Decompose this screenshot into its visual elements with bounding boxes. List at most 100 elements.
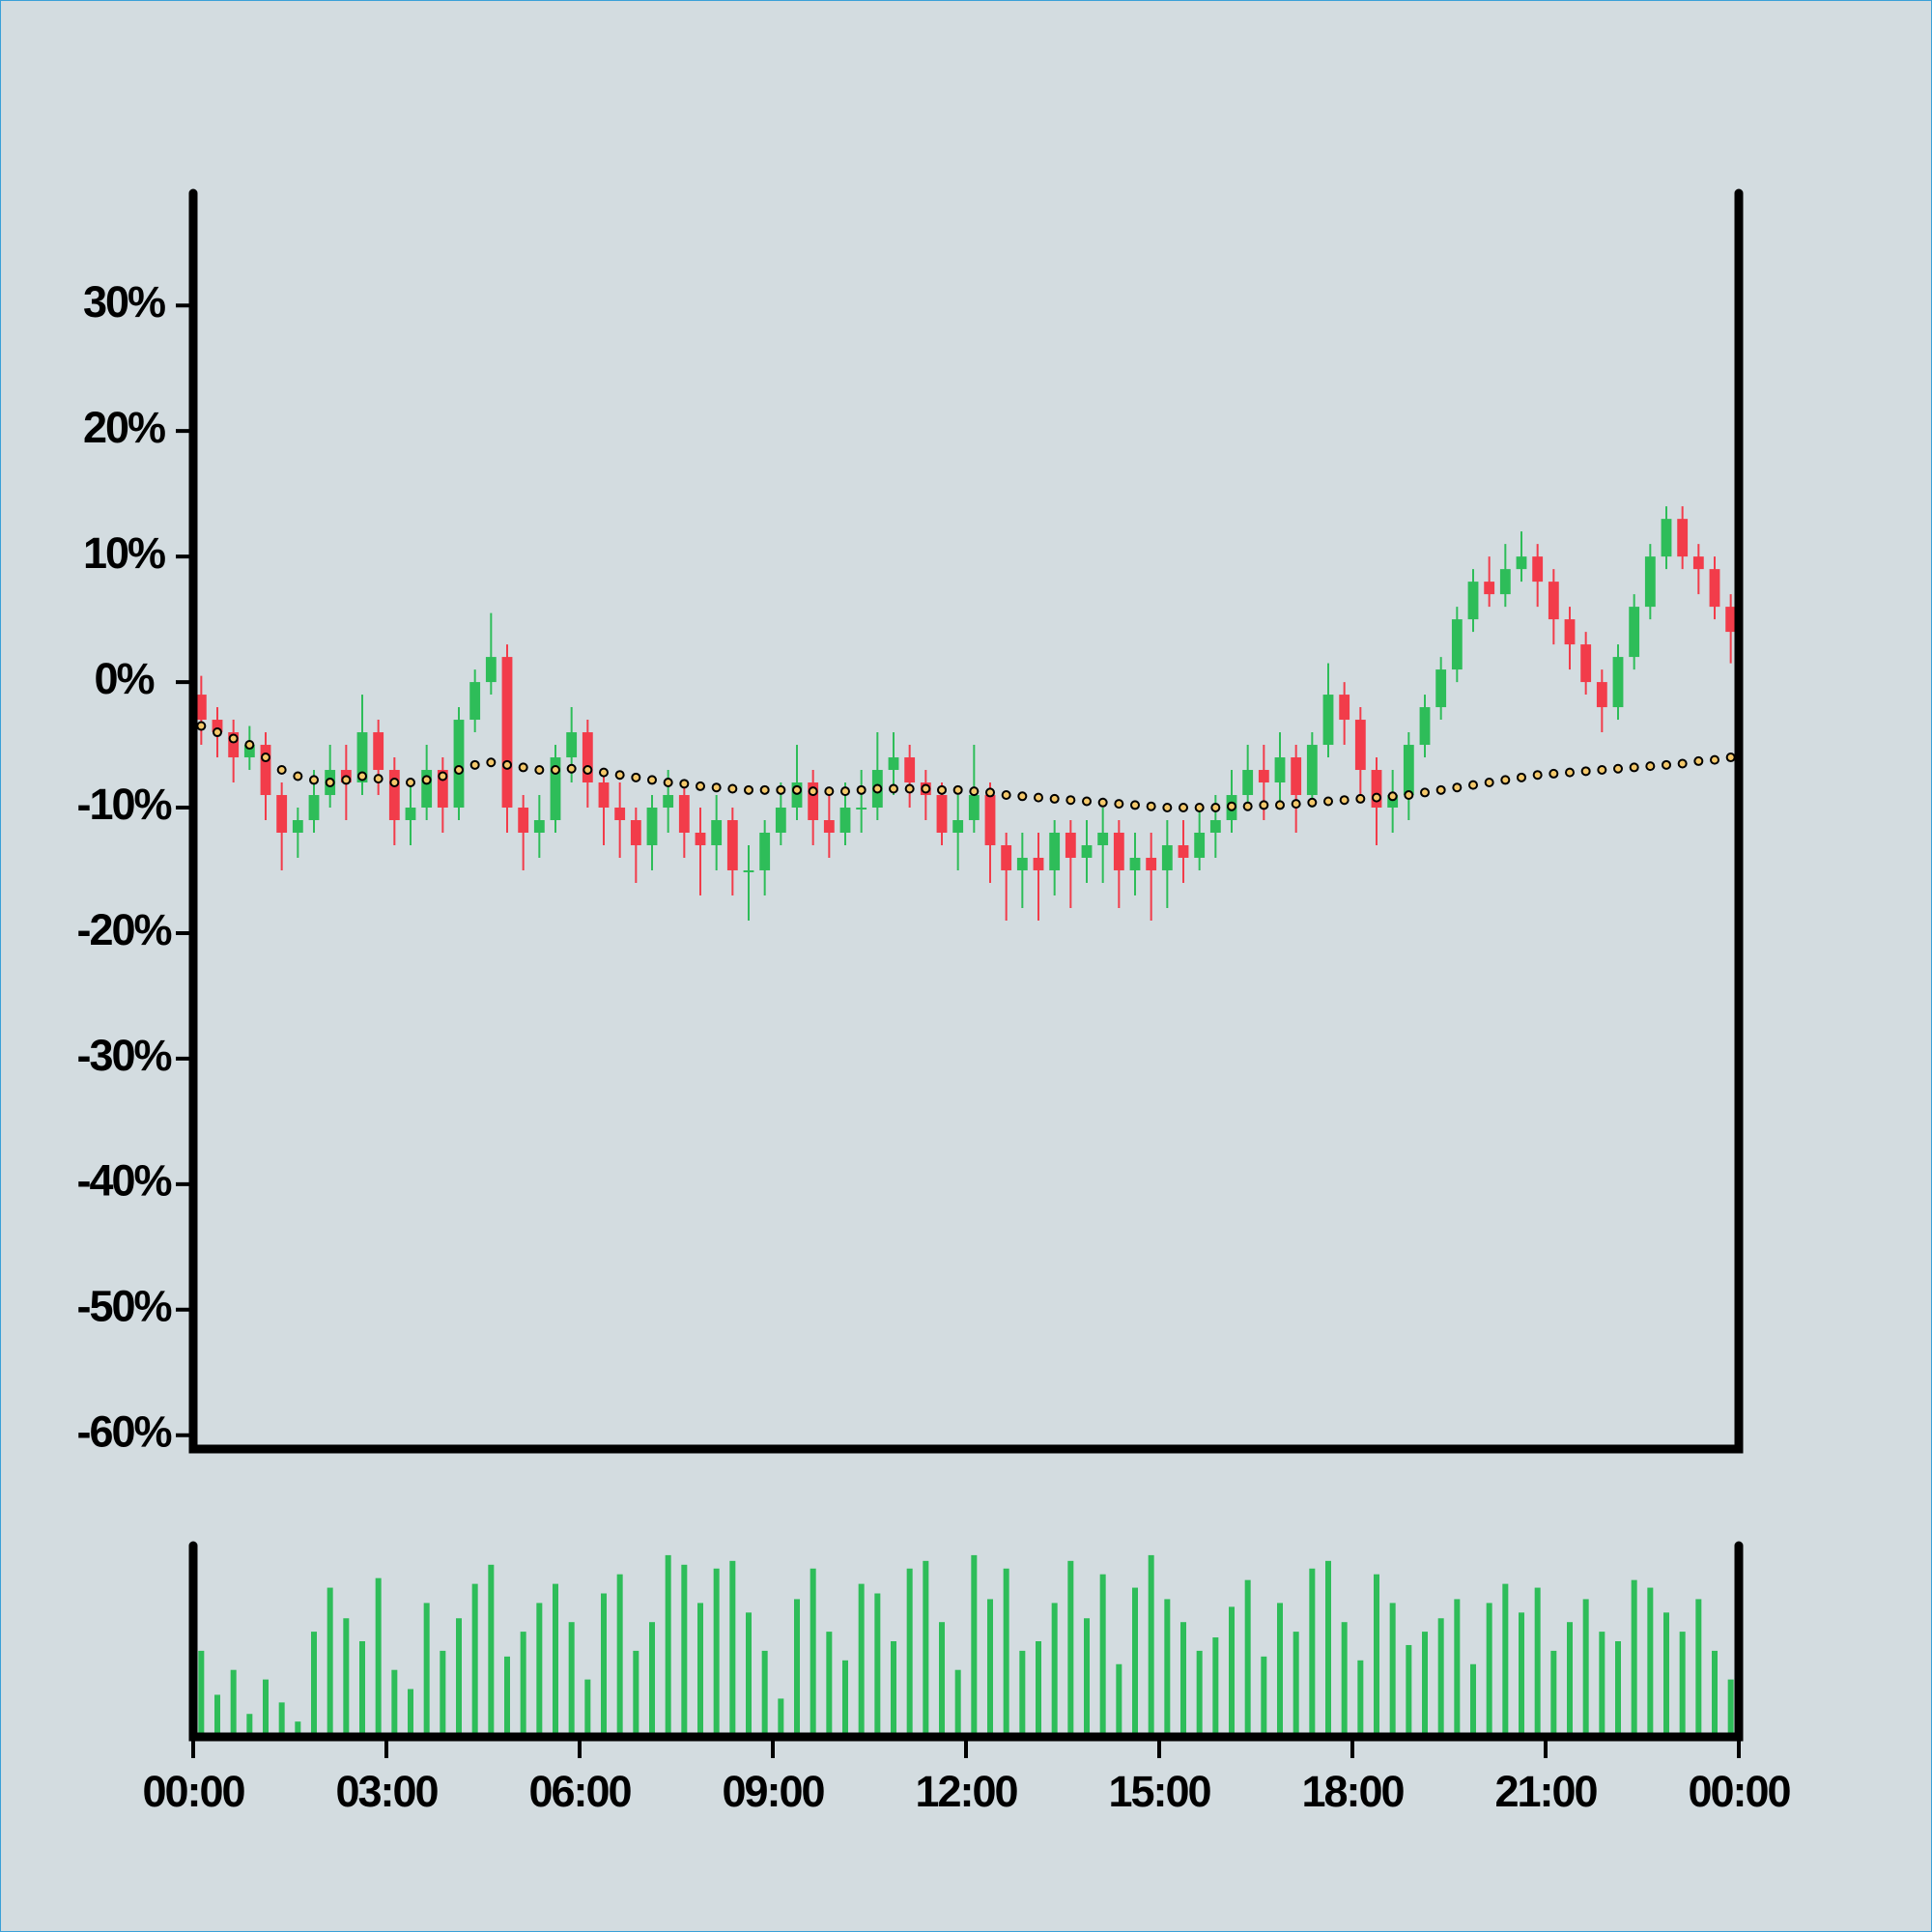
candle-body bbox=[405, 808, 416, 820]
y-tick-label: -20% bbox=[76, 905, 171, 954]
moving-average-point bbox=[341, 775, 352, 785]
candle-body bbox=[984, 795, 996, 845]
candle-body bbox=[1129, 857, 1141, 870]
volume-bar bbox=[1019, 1650, 1026, 1737]
candle-body bbox=[888, 757, 899, 771]
moving-average-point bbox=[727, 783, 738, 794]
candle-body bbox=[1725, 607, 1737, 633]
moving-average-point bbox=[502, 759, 512, 770]
volume-bar bbox=[1695, 1599, 1702, 1737]
volume-bar bbox=[923, 1560, 929, 1737]
x-tick-label: 12:00 bbox=[915, 1767, 1017, 1816]
candle-body bbox=[1339, 695, 1350, 721]
volume-bar bbox=[263, 1679, 269, 1737]
volume-bar bbox=[423, 1603, 430, 1737]
volume-bar bbox=[794, 1599, 800, 1737]
moving-average-point bbox=[1227, 801, 1236, 811]
moving-average-point bbox=[1194, 803, 1205, 813]
moving-average-point bbox=[1146, 801, 1156, 811]
moving-average-point bbox=[325, 778, 335, 788]
moving-average-point bbox=[244, 740, 255, 751]
volume-bar bbox=[746, 1612, 752, 1737]
volume-bar bbox=[1180, 1622, 1186, 1737]
candle-body bbox=[1146, 857, 1157, 870]
candle-body bbox=[260, 745, 271, 796]
moving-average-point bbox=[1097, 797, 1108, 808]
volume-bar bbox=[1599, 1632, 1605, 1737]
moving-average-point bbox=[1162, 803, 1173, 813]
volume-bar bbox=[1437, 1618, 1444, 1737]
volume-bar bbox=[1679, 1632, 1686, 1737]
volume-bar bbox=[584, 1679, 591, 1737]
candle-body bbox=[501, 657, 513, 809]
volume-bar bbox=[1051, 1603, 1058, 1737]
candle-body bbox=[663, 795, 674, 809]
moving-average-point bbox=[1065, 795, 1076, 806]
moving-average-point bbox=[840, 786, 850, 797]
candle-body bbox=[856, 808, 867, 810]
moving-average-point bbox=[1548, 768, 1559, 779]
candle-body bbox=[1065, 832, 1076, 858]
candle-body bbox=[630, 820, 641, 845]
candle-body bbox=[614, 808, 626, 820]
candle-body bbox=[1677, 519, 1689, 557]
volume-bar bbox=[858, 1583, 865, 1737]
moving-average-point bbox=[1034, 792, 1043, 803]
candle-body bbox=[1113, 832, 1124, 870]
moving-average-point bbox=[1242, 801, 1253, 811]
candle-body bbox=[968, 795, 980, 820]
candle-body bbox=[1499, 569, 1511, 595]
moving-average-point bbox=[1517, 772, 1526, 782]
moving-average-point bbox=[1629, 762, 1639, 773]
volume-bar bbox=[826, 1632, 833, 1737]
volume-bar bbox=[1244, 1579, 1251, 1737]
volume-bar bbox=[311, 1632, 317, 1737]
candle-body bbox=[566, 732, 578, 758]
moving-average-point bbox=[1275, 800, 1285, 810]
candle-body bbox=[1629, 607, 1640, 658]
moving-average-point bbox=[566, 763, 577, 774]
moving-average-point bbox=[1484, 778, 1494, 788]
volume-bar bbox=[1099, 1574, 1106, 1737]
moving-average-point bbox=[1645, 761, 1656, 772]
moving-average-point bbox=[1387, 791, 1398, 802]
volume-bar bbox=[1567, 1622, 1573, 1737]
moving-average-point bbox=[261, 753, 270, 763]
plot-area bbox=[195, 506, 1737, 1737]
candle-body bbox=[1049, 832, 1061, 870]
volume-bar bbox=[1084, 1618, 1090, 1737]
candle-body bbox=[1661, 519, 1672, 557]
candle-body bbox=[1322, 695, 1334, 746]
candle-body bbox=[1692, 556, 1704, 570]
candle-body bbox=[726, 820, 738, 870]
candle-body bbox=[1644, 556, 1656, 608]
x-tick-label: 03:00 bbox=[335, 1767, 438, 1816]
moving-average-point bbox=[228, 733, 239, 744]
volume-bar bbox=[456, 1618, 462, 1737]
candle-body bbox=[1306, 745, 1318, 796]
volume-bar bbox=[1341, 1622, 1348, 1737]
moving-average-point bbox=[647, 775, 657, 785]
candle-body bbox=[1194, 832, 1206, 858]
candle-body bbox=[598, 782, 610, 809]
moving-average-point bbox=[1130, 800, 1140, 810]
volume-bar bbox=[246, 1714, 253, 1737]
candle-body bbox=[485, 657, 497, 683]
moving-average-point bbox=[1259, 800, 1269, 810]
moving-average-point bbox=[921, 783, 931, 794]
volume-bar bbox=[1712, 1650, 1718, 1737]
volume-bar bbox=[954, 1669, 961, 1737]
volume-bar bbox=[906, 1568, 913, 1737]
volume-bar bbox=[1374, 1574, 1379, 1737]
moving-average-point bbox=[1372, 792, 1381, 803]
volume-bar bbox=[601, 1593, 607, 1737]
moving-average-point bbox=[1339, 795, 1350, 806]
moving-average-point bbox=[985, 787, 995, 798]
volume-bar bbox=[1196, 1650, 1203, 1737]
volume-bar bbox=[230, 1669, 237, 1737]
candle-body bbox=[228, 732, 240, 758]
candle-body bbox=[1548, 582, 1559, 620]
moving-average-point bbox=[808, 786, 818, 797]
moving-average-point bbox=[1420, 787, 1430, 798]
candle-body bbox=[195, 695, 207, 721]
